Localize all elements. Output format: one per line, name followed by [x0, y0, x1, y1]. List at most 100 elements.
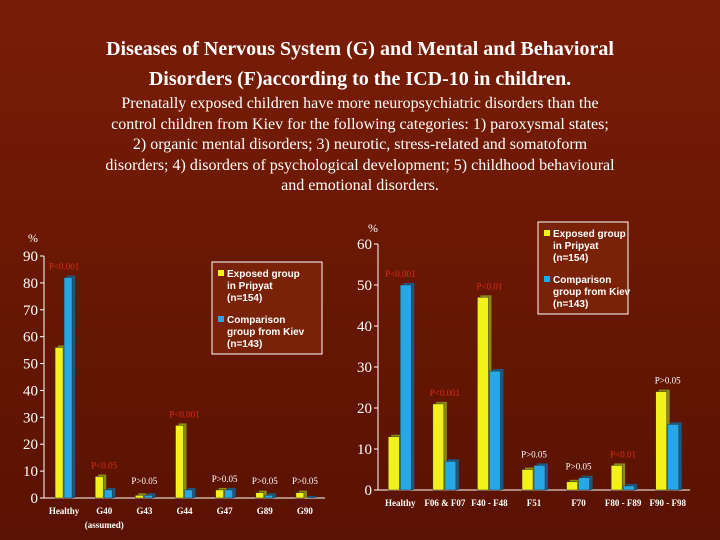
category-label: F90 - F98	[649, 498, 686, 508]
category-label: F51	[527, 498, 542, 508]
legend-text: in Pripyat	[553, 241, 599, 252]
bar-exposed	[566, 481, 578, 491]
legend-swatch-exposed	[544, 230, 550, 236]
bar-comparison	[578, 477, 590, 491]
y-tick-label: 50	[357, 278, 372, 294]
chart-nervous-system: % 0 10 20 30 40 50 60 70 80 90 Healthy P<0.001 G40 P<0…	[23, 231, 325, 530]
bar-exposed	[655, 391, 667, 491]
bar-exposed	[94, 476, 104, 499]
p-value-label: P<0.001	[430, 388, 460, 398]
title-line: Diseases of Nervous System (G) and Menta…	[106, 38, 614, 60]
legend-swatch-exposed	[218, 270, 224, 276]
p-value-label: P<0.05	[91, 460, 117, 470]
category-label: F70	[571, 498, 586, 508]
legend-text: (n=143)	[227, 339, 262, 350]
category-label: G40	[96, 506, 113, 516]
page-subtitle: Prenatally exposed children have more ne…	[30, 94, 690, 197]
subtitle-line: Prenatally exposed children have more ne…	[121, 95, 599, 112]
y-tick-label: 60	[23, 330, 38, 346]
y-tick-label: 30	[357, 360, 372, 376]
bar-exposed	[388, 436, 400, 491]
chart-mental-disorders: % 0 10 20 30 40 50 60 Healthy P<0.001 F06 & F07 P<0…	[357, 221, 690, 508]
legend-swatch-comparison	[218, 316, 224, 322]
bar-comparison	[184, 489, 193, 499]
legend-text: (n=143)	[553, 299, 588, 310]
y-tick-label: 50	[23, 357, 38, 373]
bar-exposed	[295, 492, 305, 499]
title-line: Disorders (F)according to the ICD-10 in …	[148, 68, 572, 90]
bar-exposed	[521, 469, 534, 491]
category-label: G44	[176, 506, 193, 516]
p-value-label: P<0.001	[49, 262, 79, 272]
bar-comparison	[63, 277, 73, 499]
legend-text: in Pripyat	[227, 281, 273, 292]
bar-shadow	[307, 496, 316, 498]
category-label: F40 - F48	[471, 498, 508, 508]
unit-label: %	[28, 231, 38, 245]
subtitle-line: and emotional disorders.	[281, 177, 439, 194]
legend-box	[211, 261, 323, 355]
p-value-label: P>0.05	[521, 449, 547, 459]
y-tick-label: 0	[31, 491, 39, 507]
legend-box	[537, 221, 629, 315]
legend-text: Comparison	[553, 275, 611, 286]
bar-exposed	[432, 403, 445, 491]
y-tick-label: 60	[357, 237, 372, 253]
category-label: F06 & F07	[424, 498, 465, 508]
y-tick-label: 70	[23, 303, 38, 319]
category-label: F80 - F89	[605, 498, 642, 508]
bar-exposed	[477, 297, 489, 491]
y-tick-label: 40	[357, 319, 372, 335]
legend-text: group from Kiev	[227, 327, 305, 338]
unit-label: %	[368, 221, 378, 235]
y-tick-label: 20	[357, 401, 372, 417]
p-value-label: P<0.001	[385, 269, 415, 279]
y-tick-label: 20	[23, 437, 38, 453]
bar-comparison	[667, 424, 679, 491]
legend-text: Exposed group	[227, 269, 300, 280]
bar-exposed	[215, 489, 224, 499]
page-title: Diseases of Nervous System (G) and Menta…	[0, 34, 720, 94]
bar-comparison	[622, 485, 635, 491]
bar-exposed	[255, 492, 265, 499]
category-note: (assumed)	[85, 520, 124, 530]
bar-comparison	[103, 489, 113, 499]
category-label: G90	[297, 506, 314, 516]
bar-comparison	[224, 489, 233, 499]
category-label: G43	[136, 506, 153, 516]
bar-exposed	[135, 495, 144, 499]
legend-swatch-comparison	[544, 276, 550, 282]
y-tick-label: 30	[23, 410, 38, 426]
bar-comparison	[533, 465, 546, 491]
bar-comparison	[400, 284, 412, 491]
category-label: G89	[257, 506, 274, 516]
p-value-label: P>0.05	[566, 462, 592, 472]
p-value-label: P>0.05	[252, 476, 278, 486]
p-value-label: P<0.01	[477, 281, 503, 291]
p-value-label: P>0.05	[212, 474, 238, 484]
legend-text: Comparison	[227, 315, 285, 326]
subtitle-line: disorders; 4) disorders of psychological…	[105, 156, 615, 174]
legend-text: group from Kiev	[553, 287, 631, 298]
subtitle-line: control children from Kiev for the follo…	[111, 115, 609, 133]
bar-exposed	[175, 425, 184, 499]
p-value-label: P>0.05	[292, 476, 318, 486]
bar-comparison	[444, 461, 457, 491]
p-value-label: P>0.05	[655, 376, 681, 386]
legend-text: (n=154)	[227, 293, 262, 304]
bar-exposed	[54, 347, 64, 499]
y-tick-label: 90	[23, 249, 38, 265]
legend-text: Exposed group	[553, 229, 626, 240]
subtitle-line: 2) organic mental disorders; 3) neurotic…	[132, 136, 588, 153]
category-label: Healthy	[49, 506, 80, 516]
category-label: Healthy	[385, 498, 416, 508]
y-tick-label: 80	[23, 276, 38, 292]
category-label: G47	[217, 506, 234, 516]
bar-exposed	[610, 465, 623, 491]
y-tick-label: 10	[23, 464, 38, 480]
p-value-label: P>0.05	[131, 476, 157, 486]
y-tick-label: 0	[365, 483, 373, 499]
p-value-label: P<0.01	[610, 449, 636, 459]
bar-comparison	[144, 495, 153, 499]
